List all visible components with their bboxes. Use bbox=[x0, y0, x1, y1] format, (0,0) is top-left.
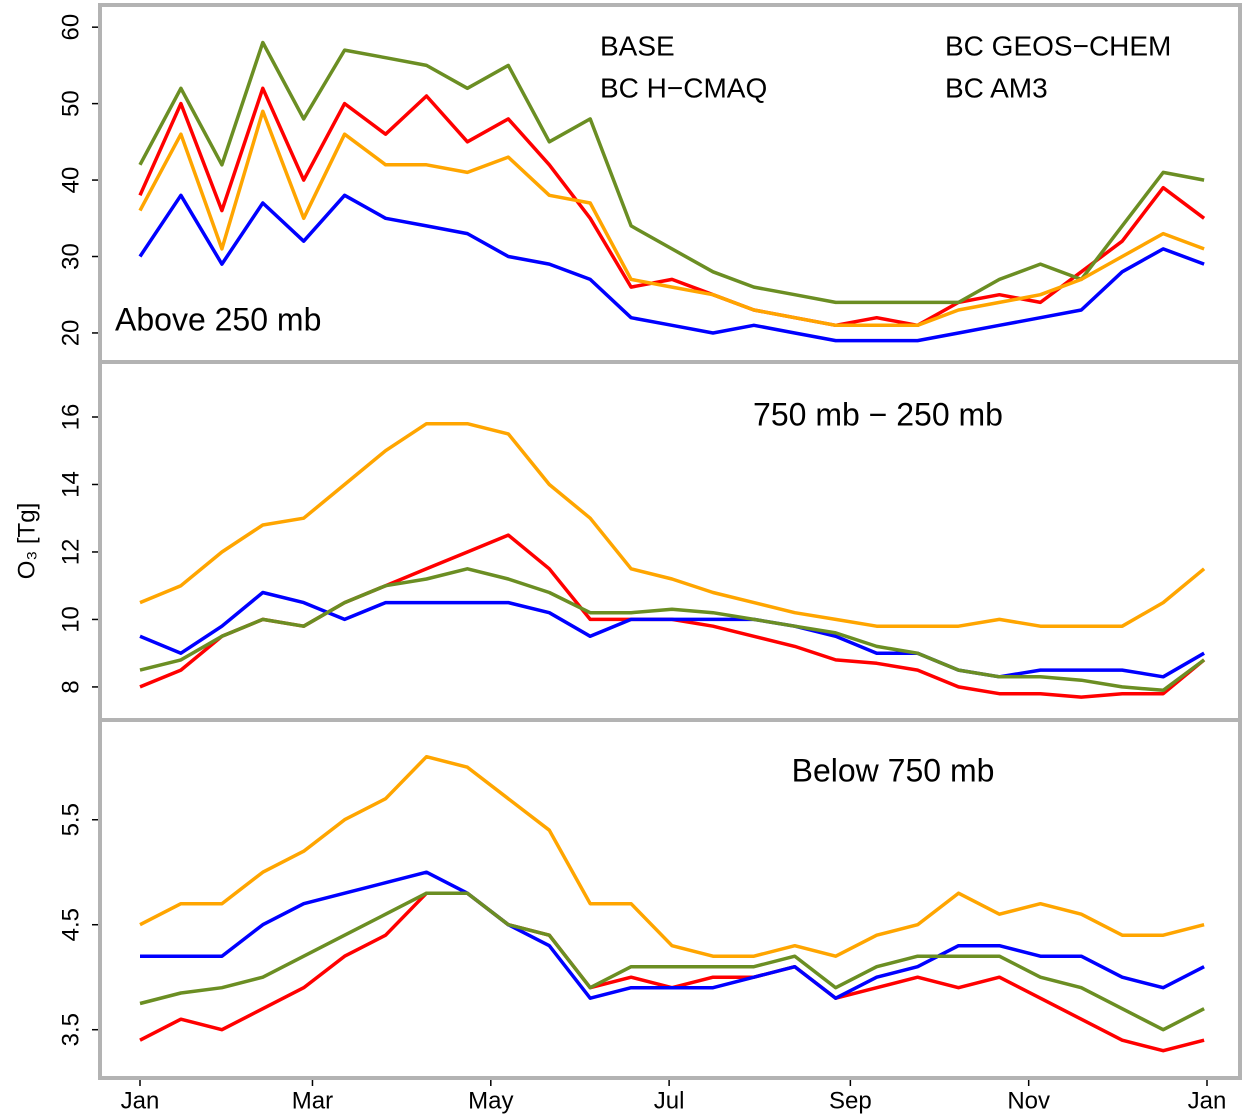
y-tick-label: 4.5 bbox=[57, 908, 84, 941]
y-tick-label: 16 bbox=[57, 404, 84, 431]
x-tick-label: Jan bbox=[121, 1087, 160, 1114]
series-line bbox=[139, 891, 1205, 1053]
x-tick-label: Mar bbox=[292, 1087, 333, 1114]
x-tick-label: Jan bbox=[1188, 1087, 1227, 1114]
y-tick-label: 14 bbox=[57, 471, 84, 498]
y-tick-label: 8 bbox=[57, 680, 84, 693]
y-axis-label: O₃ [Tg] bbox=[13, 503, 40, 579]
panel-annotation: Below 750 mb bbox=[792, 752, 995, 788]
series-line bbox=[138, 40, 1205, 305]
y-tick-label: 50 bbox=[57, 90, 84, 117]
y-tick-label: 20 bbox=[57, 320, 84, 347]
legend-label: BASE bbox=[600, 30, 675, 61]
series-line bbox=[140, 870, 1205, 1000]
legend-label: BC H−CMAQ bbox=[600, 72, 767, 103]
y-tick-label: 30 bbox=[57, 243, 84, 270]
y-tick-label: 5.5 bbox=[57, 803, 84, 836]
x-tick-label: Sep bbox=[829, 1087, 872, 1114]
series-line bbox=[139, 533, 1206, 699]
series-line bbox=[138, 193, 1205, 343]
x-tick-label: Nov bbox=[1007, 1087, 1050, 1114]
x-tick-label: May bbox=[468, 1087, 513, 1114]
panel-frame bbox=[98, 360, 1242, 722]
panel-annotation: Above 250 mb bbox=[115, 301, 321, 337]
series-line bbox=[139, 421, 1206, 628]
y-tick-label: 40 bbox=[57, 167, 84, 194]
legend-label: BC GEOS−CHEM bbox=[945, 30, 1171, 61]
y-tick-label: 60 bbox=[57, 14, 84, 41]
series-line bbox=[139, 891, 1205, 1032]
x-tick-label: Jul bbox=[654, 1087, 685, 1114]
series-line bbox=[139, 567, 1206, 693]
panel-annotation: 750 mb − 250 mb bbox=[753, 396, 1003, 432]
y-tick-label: 10 bbox=[57, 606, 84, 633]
series-line bbox=[139, 754, 1205, 958]
series-line bbox=[138, 86, 1206, 328]
y-tick-label: 12 bbox=[57, 539, 84, 566]
y-tick-label: 3.5 bbox=[57, 1013, 84, 1046]
legend-label: BC AM3 bbox=[945, 72, 1048, 103]
series-line bbox=[138, 109, 1205, 328]
series-line bbox=[139, 590, 1205, 679]
panel-frame bbox=[98, 718, 1242, 1080]
